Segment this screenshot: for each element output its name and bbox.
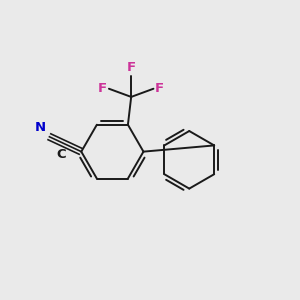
Text: C: C (57, 148, 66, 160)
Text: N: N (35, 121, 46, 134)
Text: F: F (127, 61, 136, 74)
Text: F: F (155, 82, 164, 95)
Text: F: F (98, 82, 107, 95)
